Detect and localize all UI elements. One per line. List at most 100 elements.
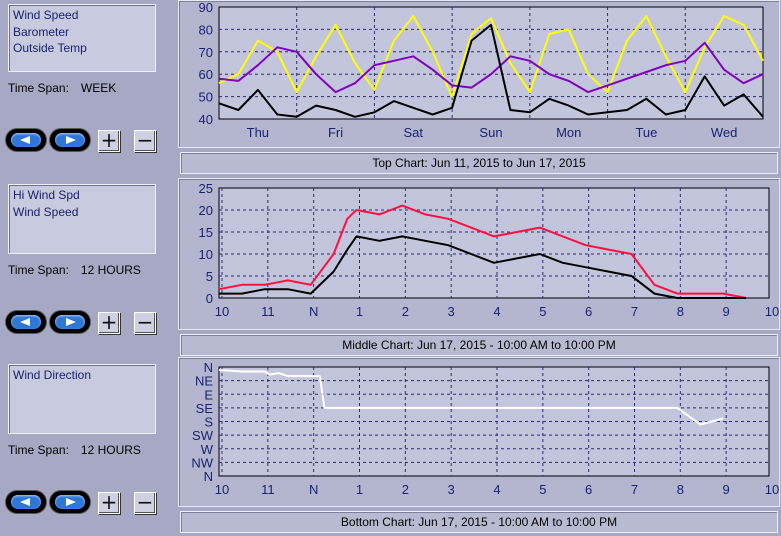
x-tick-label: Mon (556, 125, 581, 140)
panel-bottom: Wind Direction Time Span: 12 HOURS + − (0, 358, 176, 536)
series-selector[interactable]: Hi Wind Spd Wind Speed (8, 184, 156, 254)
zoom-out-button[interactable]: − (134, 130, 156, 152)
time-span-label: Time Span: (8, 263, 69, 277)
x-tick-label: 8 (677, 482, 684, 497)
zoom-out-button[interactable]: − (134, 492, 156, 514)
y-tick-label: SE (196, 401, 214, 416)
arrow-right-icon (66, 136, 76, 144)
y-tick-label: 80 (199, 22, 213, 37)
x-tick-label: Fri (328, 125, 343, 140)
y-tick-label: NE (195, 374, 213, 389)
x-tick-label: 7 (631, 304, 638, 319)
prev-button[interactable] (6, 311, 46, 333)
prev-button[interactable] (6, 129, 46, 151)
x-tick-label: 10 (215, 304, 229, 319)
y-tick-label: S (204, 415, 213, 430)
time-span-value: 12 HOURS (80, 263, 141, 277)
y-tick-label: 90 (199, 1, 213, 15)
arrow-left-icon (20, 318, 30, 326)
next-button[interactable] (50, 129, 90, 151)
middle-chart-svg: 0 5 10 15 20 25 10 11 N 1 2 3 4 5 6 7 8 9 10 (199, 181, 780, 319)
top-chart-svg: 40 50 60 70 80 90 Thu Fri Sat Sun Mon Tue Wed (199, 0, 764, 140)
x-tick-label: 10 (215, 482, 229, 497)
arrow-right-icon (66, 498, 76, 506)
x-tick-label: N (309, 304, 318, 319)
x-tick-label: 6 (585, 304, 592, 319)
series-line (218, 204, 747, 299)
x-tick-label: 3 (448, 482, 455, 497)
series-selector[interactable]: Wind Direction (8, 364, 156, 434)
plot-area (218, 366, 770, 477)
next-button[interactable] (50, 311, 90, 333)
y-tick-label: N (204, 469, 213, 484)
x-tick-label: 11 (261, 482, 275, 497)
time-span-label: Time Span: (8, 81, 69, 95)
series-item[interactable]: Wind Speed (13, 8, 79, 22)
x-tick-label: Wed (711, 125, 738, 140)
x-tick-label: 1 (356, 482, 363, 497)
time-span-value: 12 HOURS (80, 443, 141, 457)
y-tick-label: 5 (206, 269, 213, 284)
x-tick-label: 5 (539, 304, 546, 319)
plot-area (218, 6, 764, 120)
x-tick-label: 2 (402, 304, 409, 319)
time-span-label: Time Span: (8, 443, 69, 457)
series-line (218, 369, 724, 426)
x-tick-label: 3 (448, 304, 455, 319)
arrow-right-icon (66, 318, 76, 326)
next-button[interactable] (50, 491, 90, 513)
zoom-out-button[interactable]: − (134, 312, 156, 334)
time-span: Time Span: 12 HOURS (8, 263, 141, 277)
x-tick-label: Tue (635, 125, 657, 140)
series-selector[interactable]: Wind Speed Barometer Outside Temp (8, 4, 156, 72)
y-tick-label: 0 (206, 291, 213, 306)
panel-top: Wind Speed Barometer Outside Temp Time S… (0, 0, 176, 178)
y-tick-label: 10 (199, 247, 213, 262)
x-tick-label: 4 (493, 482, 500, 497)
y-tick-label: N (204, 360, 213, 375)
series-item[interactable]: Barometer (13, 24, 70, 39)
x-tick-label: 2 (402, 482, 409, 497)
x-tick-label: 9 (723, 482, 730, 497)
series-item[interactable]: Wind Direction (13, 368, 92, 382)
series-item[interactable]: Outside Temp (13, 41, 87, 55)
plot-area (218, 187, 770, 299)
y-tick-label: 70 (199, 45, 213, 60)
series-item[interactable]: Wind Speed (13, 204, 79, 219)
x-tick-label: 11 (261, 304, 275, 319)
y-tick-label: SW (192, 428, 214, 443)
time-span-value: WEEK (80, 81, 117, 95)
y-tick-label: 20 (199, 203, 213, 218)
y-tick-label: E (204, 387, 213, 402)
series-line (218, 41, 764, 94)
y-tick-label: 60 (199, 67, 213, 82)
x-tick-label: 9 (723, 304, 730, 319)
top-chart-caption: Top Chart: Jun 11, 2015 to Jun 17, 2015 (180, 152, 778, 174)
x-tick-label: 4 (493, 304, 500, 319)
middle-chart-caption: Middle Chart: Jun 17, 2015 - 10:00 AM to… (180, 334, 778, 356)
x-tick-label: 10 (765, 482, 779, 497)
x-tick-label: 1 (356, 304, 363, 319)
x-tick-label: 10 (765, 304, 779, 319)
zoom-in-button[interactable]: + (98, 492, 120, 514)
x-tick-label: Sat (404, 125, 424, 140)
zoom-in-button[interactable]: + (98, 312, 120, 334)
bottom-chart-caption: Bottom Chart: Jun 17, 2015 - 10:00 AM to… (180, 511, 778, 533)
prev-button[interactable] (6, 491, 46, 513)
arrow-left-icon (20, 136, 30, 144)
series-item[interactable]: Hi Wind Spd (13, 188, 80, 202)
x-tick-label: 5 (539, 482, 546, 497)
y-tick-label: NW (191, 455, 213, 470)
time-span: Time Span: 12 HOURS (8, 443, 141, 457)
zoom-in-button[interactable]: + (98, 130, 120, 152)
x-tick-label: Thu (247, 125, 269, 140)
x-tick-label: Sun (479, 125, 502, 140)
bottom-chart: N NW W SW S SE E NE N 10 11 N 1 2 3 4 5 6 7 8 9 10 (178, 357, 780, 507)
series-line (219, 235, 747, 299)
y-tick-label: 25 (199, 181, 213, 196)
arrow-left-icon (20, 498, 30, 506)
middle-chart: 0 5 10 15 20 25 10 11 N 1 2 3 4 5 6 7 8 9 10 (178, 178, 780, 330)
y-tick-label: 50 (199, 90, 213, 105)
x-tick-label: N (309, 482, 318, 497)
